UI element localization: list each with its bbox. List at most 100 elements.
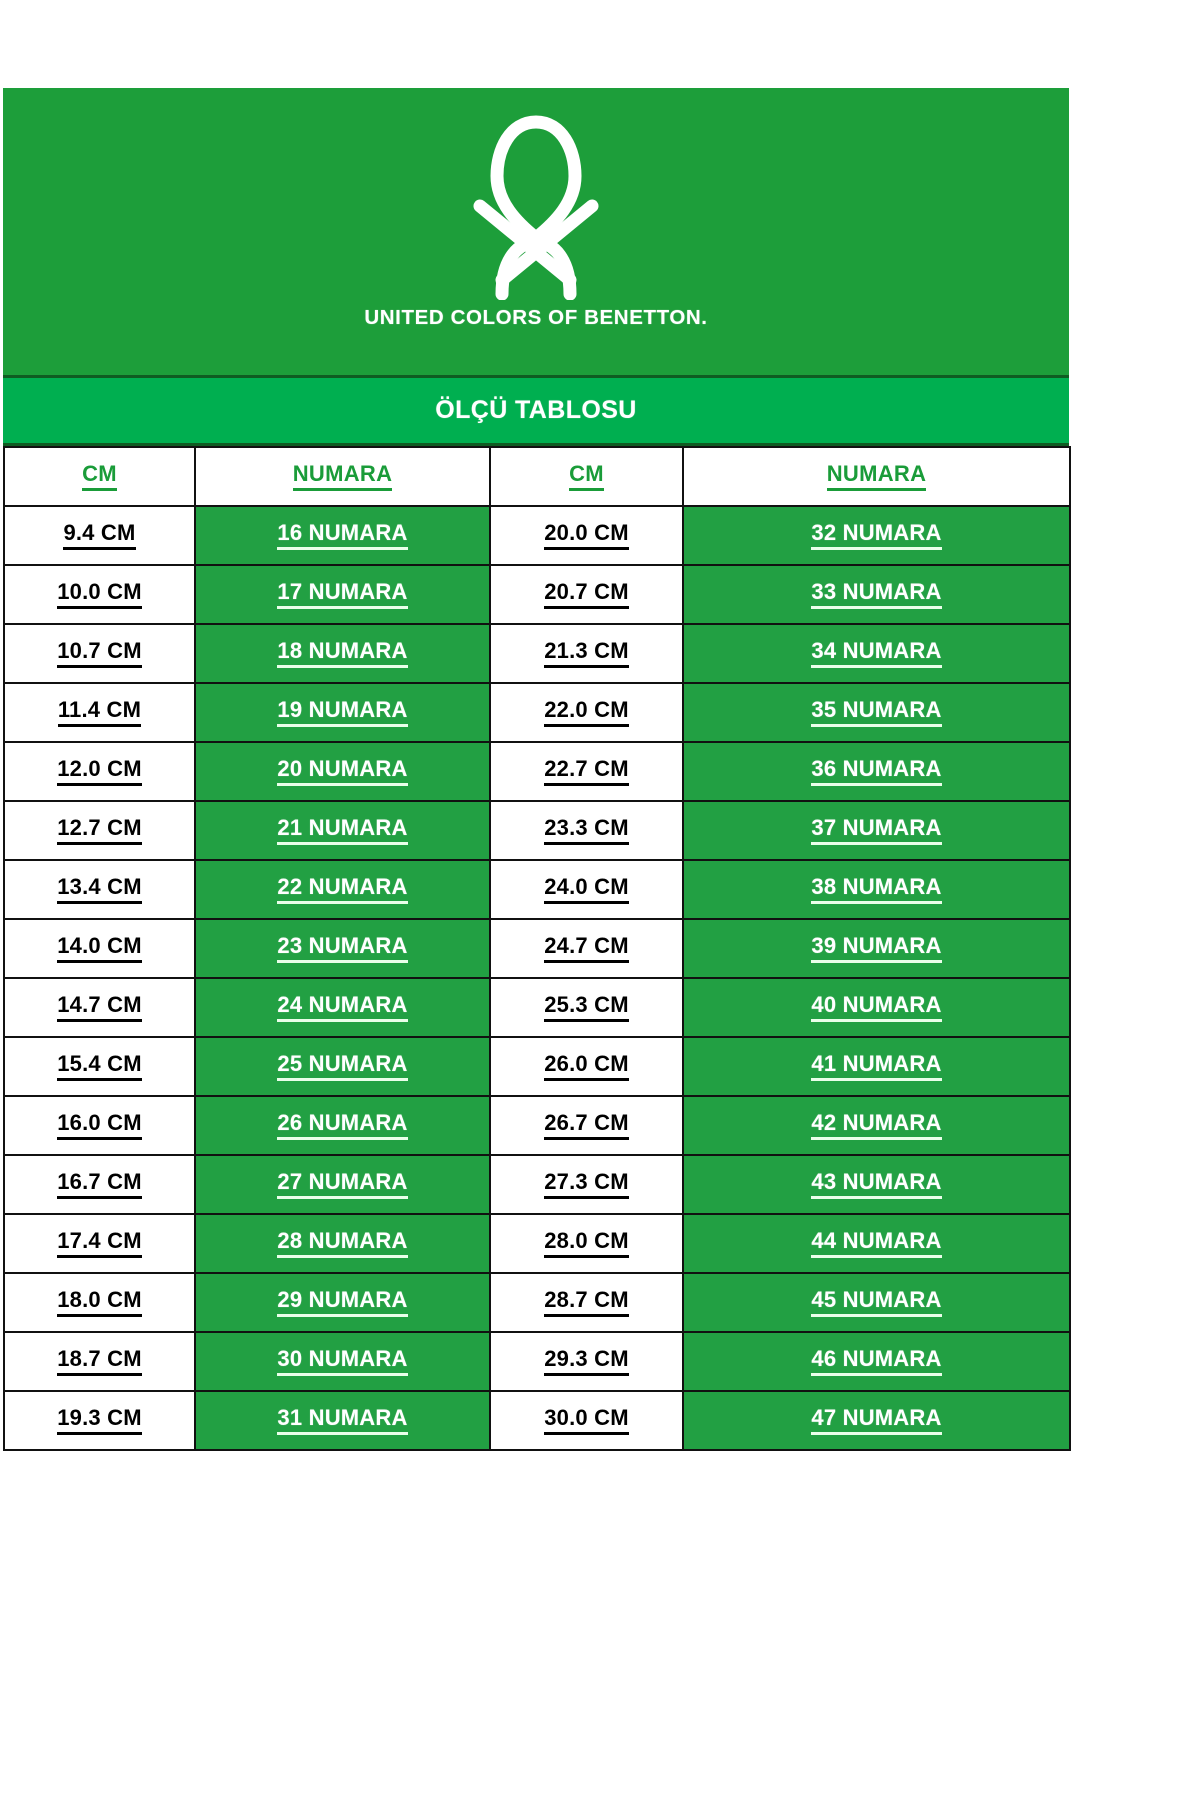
cell-cm: 24.0 CM bbox=[489, 859, 684, 920]
numara-value: 26 NUMARA bbox=[277, 1111, 408, 1140]
cell-numara: 19 NUMARA bbox=[194, 682, 491, 743]
cell-cm: 12.7 CM bbox=[3, 800, 196, 861]
cm-value: 28.7 CM bbox=[544, 1288, 629, 1317]
column-header-label: NUMARA bbox=[292, 461, 393, 492]
table-row: 17.4 CM 28 NUMARA 28.0 CM 44 NUMARA bbox=[3, 1213, 1071, 1274]
cell-cm: 21.3 CM bbox=[489, 623, 684, 684]
table-row: 19.3 CM 31 NUMARA 30.0 CM 47 NUMARA bbox=[3, 1390, 1071, 1451]
cell-numara: 42 NUMARA bbox=[682, 1095, 1071, 1156]
cell-cm: 9.4 CM bbox=[3, 505, 196, 566]
cm-value: 22.0 CM bbox=[544, 698, 629, 727]
cell-numara: 18 NUMARA bbox=[194, 623, 491, 684]
column-header-numara-1: NUMARA bbox=[194, 446, 491, 507]
cm-value: 13.4 CM bbox=[57, 875, 142, 904]
cell-cm: 23.3 CM bbox=[489, 800, 684, 861]
numara-value: 33 NUMARA bbox=[811, 580, 942, 609]
cell-cm: 22.0 CM bbox=[489, 682, 684, 743]
table-row: 12.0 CM 20 NUMARA 22.7 CM 36 NUMARA bbox=[3, 741, 1071, 802]
cell-cm: 14.0 CM bbox=[3, 918, 196, 979]
cell-cm: 20.7 CM bbox=[489, 564, 684, 625]
table-row: 13.4 CM 22 NUMARA 24.0 CM 38 NUMARA bbox=[3, 859, 1071, 920]
numara-value: 19 NUMARA bbox=[277, 698, 408, 727]
table-header-row: CM NUMARA CM NUMARA bbox=[3, 446, 1071, 507]
cm-value: 12.7 CM bbox=[57, 816, 142, 845]
numara-value: 27 NUMARA bbox=[277, 1170, 408, 1199]
cm-value: 19.3 CM bbox=[57, 1406, 142, 1435]
cell-cm: 20.0 CM bbox=[489, 505, 684, 566]
cell-cm: 26.7 CM bbox=[489, 1095, 684, 1156]
cm-value: 9.4 CM bbox=[63, 521, 136, 550]
cell-numara: 41 NUMARA bbox=[682, 1036, 1071, 1097]
cm-value: 25.3 CM bbox=[544, 993, 629, 1022]
cell-cm: 14.7 CM bbox=[3, 977, 196, 1038]
table-row: 10.7 CM 18 NUMARA 21.3 CM 34 NUMARA bbox=[3, 623, 1071, 684]
numara-value: 43 NUMARA bbox=[811, 1170, 942, 1199]
cell-numara: 34 NUMARA bbox=[682, 623, 1071, 684]
cell-cm: 16.0 CM bbox=[3, 1095, 196, 1156]
cell-numara: 46 NUMARA bbox=[682, 1331, 1071, 1392]
numara-value: 25 NUMARA bbox=[277, 1052, 408, 1081]
cm-value: 17.4 CM bbox=[57, 1229, 142, 1258]
numara-value: 31 NUMARA bbox=[277, 1406, 408, 1435]
numara-value: 20 NUMARA bbox=[277, 757, 408, 786]
cell-numara: 32 NUMARA bbox=[682, 505, 1071, 566]
cell-numara: 28 NUMARA bbox=[194, 1213, 491, 1274]
column-header-label: CM bbox=[82, 461, 117, 492]
cm-value: 26.0 CM bbox=[544, 1052, 629, 1081]
cell-cm: 22.7 CM bbox=[489, 741, 684, 802]
numara-value: 46 NUMARA bbox=[811, 1347, 942, 1376]
numara-value: 29 NUMARA bbox=[277, 1288, 408, 1317]
cm-value: 26.7 CM bbox=[544, 1111, 629, 1140]
cm-value: 11.4 CM bbox=[57, 698, 142, 727]
cell-cm: 28.7 CM bbox=[489, 1272, 684, 1333]
cm-value: 16.7 CM bbox=[57, 1170, 142, 1199]
cell-numara: 33 NUMARA bbox=[682, 564, 1071, 625]
numara-value: 35 NUMARA bbox=[811, 698, 942, 727]
column-header-label: NUMARA bbox=[826, 461, 927, 492]
cell-numara: 20 NUMARA bbox=[194, 741, 491, 802]
size-chart-sheet: UNITED COLORS OF BENETTON. ÖLÇÜ TABLOSU … bbox=[3, 88, 1071, 1451]
table-row: 11.4 CM 19 NUMARA 22.0 CM 35 NUMARA bbox=[3, 682, 1071, 743]
cell-numara: 21 NUMARA bbox=[194, 800, 491, 861]
cell-numara: 31 NUMARA bbox=[194, 1390, 491, 1451]
cm-value: 20.7 CM bbox=[544, 580, 629, 609]
cell-numara: 36 NUMARA bbox=[682, 741, 1071, 802]
table-row: 14.0 CM 23 NUMARA 24.7 CM 39 NUMARA bbox=[3, 918, 1071, 979]
column-header-cm-1: CM bbox=[3, 446, 196, 507]
numara-value: 28 NUMARA bbox=[277, 1229, 408, 1258]
cm-value: 18.0 CM bbox=[57, 1288, 142, 1317]
cell-cm: 19.3 CM bbox=[3, 1390, 196, 1451]
cell-cm: 18.0 CM bbox=[3, 1272, 196, 1333]
numara-value: 37 NUMARA bbox=[811, 816, 942, 845]
cell-numara: 39 NUMARA bbox=[682, 918, 1071, 979]
cell-numara: 43 NUMARA bbox=[682, 1154, 1071, 1215]
table-row: 15.4 CM 25 NUMARA 26.0 CM 41 NUMARA bbox=[3, 1036, 1071, 1097]
table-row: 10.0 CM 17 NUMARA 20.7 CM 33 NUMARA bbox=[3, 564, 1071, 625]
numara-value: 47 NUMARA bbox=[811, 1406, 942, 1435]
cell-numara: 47 NUMARA bbox=[682, 1390, 1071, 1451]
cm-value: 30.0 CM bbox=[544, 1406, 629, 1435]
cm-value: 14.0 CM bbox=[57, 934, 142, 963]
size-table: CM NUMARA CM NUMARA 9.4 CM 16 NUMARA 20.0 … bbox=[3, 446, 1071, 1451]
table-row: 12.7 CM 21 NUMARA 23.3 CM 37 NUMARA bbox=[3, 800, 1071, 861]
cm-value: 10.0 CM bbox=[57, 580, 142, 609]
cell-cm: 27.3 CM bbox=[489, 1154, 684, 1215]
cell-cm: 25.3 CM bbox=[489, 977, 684, 1038]
cm-value: 20.0 CM bbox=[544, 521, 629, 550]
cell-numara: 16 NUMARA bbox=[194, 505, 491, 566]
cell-cm: 13.4 CM bbox=[3, 859, 196, 920]
table-row: 18.0 CM 29 NUMARA 28.7 CM 45 NUMARA bbox=[3, 1272, 1071, 1333]
table-row: 16.7 CM 27 NUMARA 27.3 CM 43 NUMARA bbox=[3, 1154, 1071, 1215]
cm-value: 24.7 CM bbox=[544, 934, 629, 963]
brand-tagline: UNITED COLORS OF BENETTON. bbox=[364, 306, 708, 329]
numara-value: 18 NUMARA bbox=[277, 639, 408, 668]
cell-numara: 37 NUMARA bbox=[682, 800, 1071, 861]
numara-value: 40 NUMARA bbox=[811, 993, 942, 1022]
cell-numara: 17 NUMARA bbox=[194, 564, 491, 625]
cell-cm: 15.4 CM bbox=[3, 1036, 196, 1097]
numara-value: 24 NUMARA bbox=[277, 993, 408, 1022]
cell-numara: 44 NUMARA bbox=[682, 1213, 1071, 1274]
cm-value: 12.0 CM bbox=[57, 757, 142, 786]
cell-numara: 22 NUMARA bbox=[194, 859, 491, 920]
